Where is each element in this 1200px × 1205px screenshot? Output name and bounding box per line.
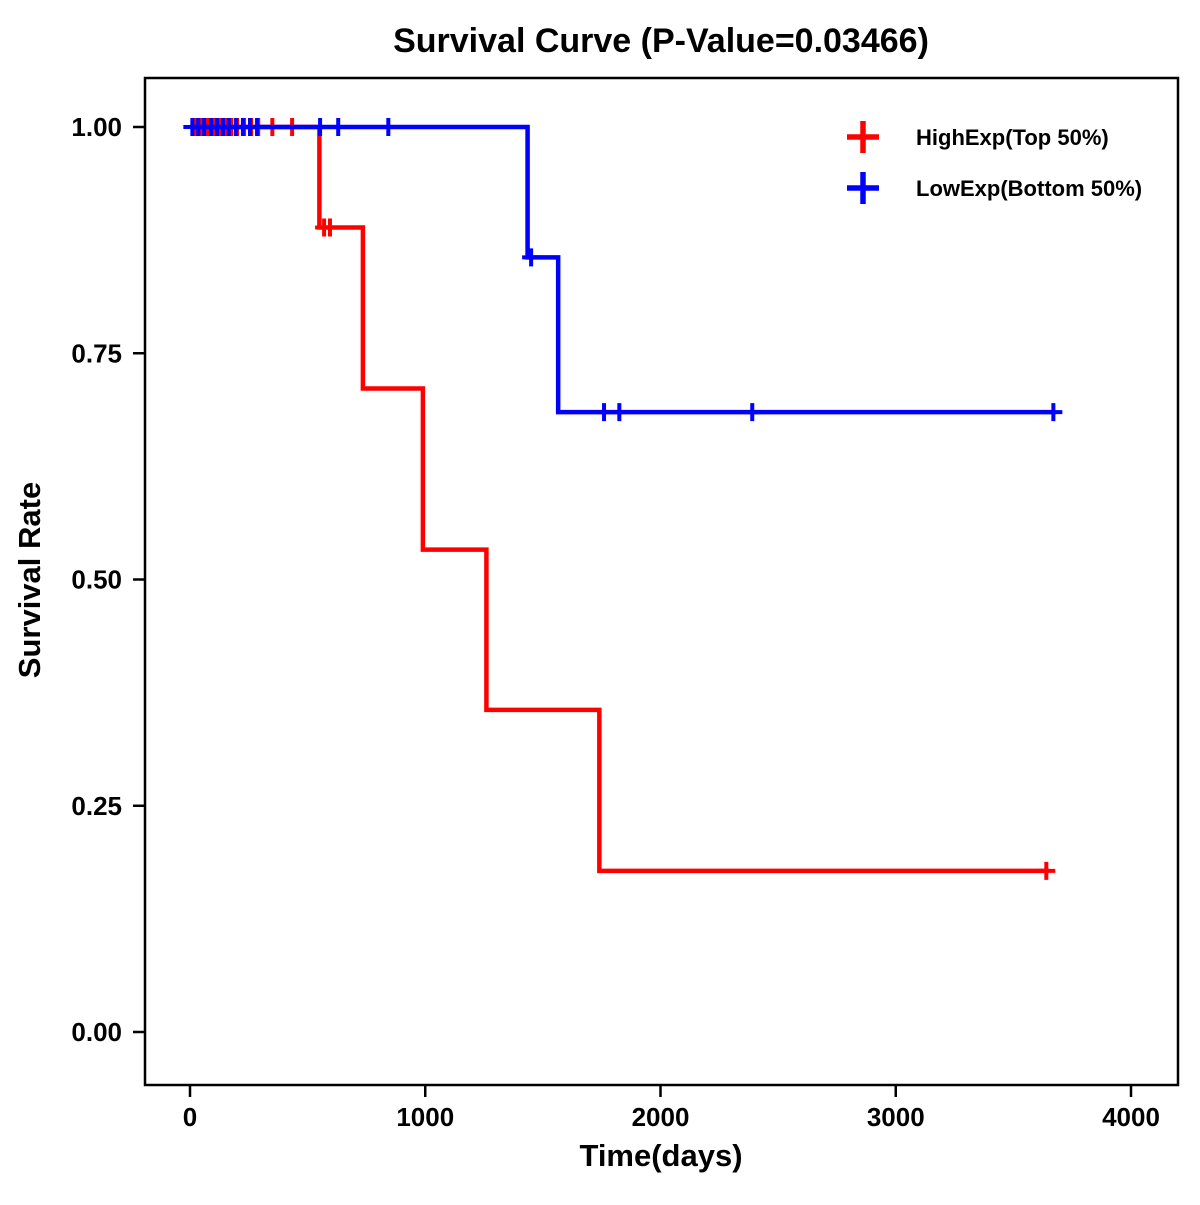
plot-border bbox=[143, 76, 1180, 1087]
x-axis: 0 1000 2000 3000 4000 bbox=[183, 1085, 1160, 1132]
series-0 bbox=[185, 118, 1056, 880]
censor-mark-plus-icon bbox=[1044, 403, 1063, 422]
legend-entry-0: HighExp(Top 50%) bbox=[847, 121, 1109, 153]
legend: HighExp(Top 50%) LowExp(Bottom 50%) bbox=[847, 121, 1142, 204]
series-1 bbox=[183, 118, 1063, 422]
x-tick-label: 0 bbox=[183, 1102, 197, 1132]
legend-marker-plus-icon bbox=[847, 121, 879, 153]
legend-marker-plus-icon bbox=[847, 172, 879, 204]
legend-label: HighExp(Top 50%) bbox=[916, 125, 1109, 150]
legend-entry-1: LowExp(Bottom 50%) bbox=[847, 172, 1142, 204]
censor-mark-plus-icon bbox=[379, 118, 398, 136]
chart-title: Survival Curve (P-Value=0.03466) bbox=[393, 22, 929, 60]
legend-label: LowExp(Bottom 50%) bbox=[916, 176, 1142, 201]
x-axis-label: Time(days) bbox=[579, 1138, 742, 1173]
censor-mark-plus-icon bbox=[311, 118, 330, 136]
y-tick-label: 1.00 bbox=[71, 112, 122, 142]
censor-mark-plus-icon bbox=[320, 218, 339, 237]
y-tick-label: 0.00 bbox=[71, 1017, 122, 1047]
y-axis-label: Survival Rate bbox=[12, 482, 47, 678]
x-tick-label: 1000 bbox=[396, 1102, 454, 1132]
x-tick-label: 3000 bbox=[867, 1102, 925, 1132]
survival-curve bbox=[190, 124, 1056, 415]
x-tick-label: 4000 bbox=[1102, 1102, 1160, 1132]
y-tick-label: 0.50 bbox=[71, 565, 122, 595]
y-tick-label: 0.25 bbox=[71, 791, 122, 821]
censor-mark-plus-icon bbox=[248, 118, 267, 136]
y-axis: 0.00 0.25 0.50 0.75 1.00 bbox=[71, 112, 145, 1047]
censor-mark-plus-icon bbox=[610, 403, 629, 422]
censor-mark-plus-icon bbox=[1037, 861, 1056, 880]
censor-mark-plus-icon bbox=[522, 248, 541, 267]
y-tick-label: 0.75 bbox=[71, 338, 122, 368]
censor-mark-plus-icon bbox=[743, 403, 762, 422]
x-tick-label: 2000 bbox=[632, 1102, 690, 1132]
censor-mark-plus-icon bbox=[595, 403, 614, 422]
survival-curve bbox=[190, 124, 1049, 874]
censor-mark-plus-icon bbox=[329, 118, 348, 136]
series-group bbox=[183, 118, 1063, 880]
